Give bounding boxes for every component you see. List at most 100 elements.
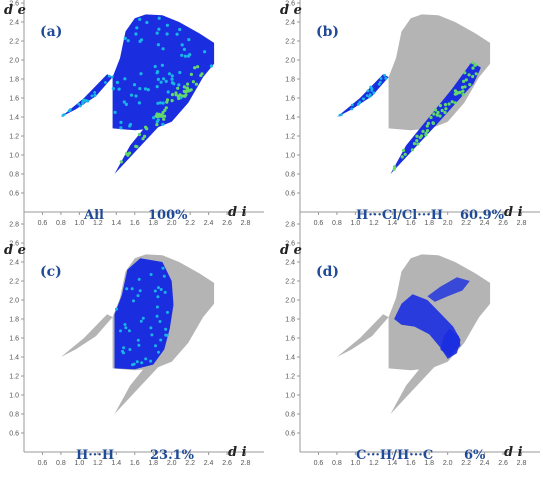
density-point — [149, 326, 153, 330]
x-tick-label: 0.6 — [314, 220, 324, 227]
density-point — [129, 93, 134, 97]
density-point — [132, 299, 135, 303]
density-point — [418, 136, 422, 140]
density-point — [160, 63, 164, 67]
y-tick-label: 0.6 — [9, 431, 19, 438]
density-point — [157, 350, 160, 354]
density-point — [447, 102, 451, 106]
density-point — [62, 113, 66, 116]
density-point — [161, 101, 165, 105]
y-tick-label: 1.6 — [9, 96, 19, 103]
density-point — [438, 104, 442, 108]
density-point — [165, 333, 169, 337]
y-tick-label: 1.8 — [9, 317, 19, 324]
x-tick-label: 1.6 — [406, 460, 416, 467]
density-point — [199, 73, 203, 78]
density-point — [93, 91, 97, 94]
density-point — [183, 54, 187, 58]
x-tick-label: 2.6 — [222, 460, 232, 467]
y-tick-label: 1.0 — [285, 153, 295, 160]
density-point — [174, 91, 178, 95]
x-tick-label: 2.0 — [167, 220, 177, 227]
density-point — [134, 144, 138, 148]
density-point — [159, 288, 163, 291]
density-point — [153, 289, 157, 293]
x-tick-label: 2.0 — [443, 220, 453, 227]
x-axis-title: d i — [504, 445, 523, 460]
density-point — [146, 88, 150, 92]
density-point — [467, 73, 471, 77]
density-point — [149, 359, 153, 363]
density-point — [468, 83, 472, 87]
density-point — [415, 139, 419, 143]
density-point — [170, 93, 175, 97]
x-tick-label: 2.4 — [480, 460, 490, 467]
density-point — [81, 102, 84, 106]
density-point — [170, 74, 174, 78]
density-point — [464, 78, 468, 82]
left-wing-cloud — [60, 314, 113, 357]
density-point — [471, 74, 475, 79]
hh-core-cloud — [114, 258, 174, 370]
density-point — [366, 89, 370, 93]
density-point — [115, 307, 118, 311]
density-point — [350, 103, 354, 107]
contact-type-label: H···Cl/Cl···H — [356, 208, 443, 223]
density-point — [194, 82, 198, 86]
contact-type-label: C···H/H···C — [356, 448, 433, 463]
y-tick-label: 2.6 — [9, 241, 19, 248]
density-point — [126, 39, 130, 43]
density-point — [110, 75, 114, 79]
density-point — [119, 120, 123, 124]
y-tick-label: 1.8 — [285, 317, 295, 324]
y-tick-label: 2.0 — [9, 298, 19, 305]
density-point — [187, 38, 191, 42]
y-tick-label: 2.6 — [285, 1, 295, 8]
y-tick-label: 1.6 — [285, 96, 295, 103]
panel-letter: (c) — [40, 264, 62, 280]
x-tick-label: 2.8 — [241, 220, 251, 227]
x-tick-label: 2.8 — [517, 220, 527, 227]
density-point — [460, 85, 465, 89]
density-point — [164, 327, 168, 331]
density-point — [79, 104, 82, 108]
x-tick-label: 1.8 — [148, 220, 158, 227]
density-point — [401, 148, 406, 152]
density-point — [136, 338, 140, 342]
density-point — [119, 329, 122, 333]
density-point — [357, 102, 360, 106]
y-axis-title: d e — [280, 3, 302, 18]
y-tick-label: 1.4 — [9, 115, 19, 122]
density-point — [137, 277, 141, 281]
hcl-right-wing — [390, 61, 481, 174]
density-point — [136, 294, 140, 298]
x-tick-label: 2.8 — [517, 460, 527, 467]
y-tick-label: 2.8 — [9, 222, 19, 229]
density-point — [122, 100, 126, 104]
x-tick-label: 1.2 — [93, 460, 103, 467]
y-tick-label: 2.0 — [9, 58, 19, 65]
density-point — [119, 160, 123, 164]
density-point — [432, 112, 436, 116]
y-tick-label: 1.2 — [9, 374, 19, 381]
y-tick-label: 1.4 — [285, 115, 295, 122]
density-point — [153, 64, 157, 69]
density-point — [107, 74, 111, 78]
density-point — [167, 72, 172, 76]
x-tick-label: 1.8 — [148, 460, 158, 467]
y-tick-label: 1.4 — [9, 355, 19, 362]
density-point — [424, 131, 428, 135]
density-point — [154, 344, 157, 348]
x-tick-label: 2.4 — [480, 220, 490, 227]
x-tick-label: 2.2 — [185, 220, 195, 227]
x-tick-label: 2.4 — [204, 220, 214, 227]
density-point — [166, 310, 169, 314]
x-axis-title: d i — [228, 205, 247, 220]
density-point — [368, 93, 372, 96]
density-point — [156, 295, 160, 299]
x-tick-label: 2.6 — [498, 220, 508, 227]
x-tick-label: 1.0 — [75, 220, 85, 227]
density-point — [111, 87, 115, 91]
plot-area — [60, 254, 215, 414]
density-point — [115, 80, 119, 85]
